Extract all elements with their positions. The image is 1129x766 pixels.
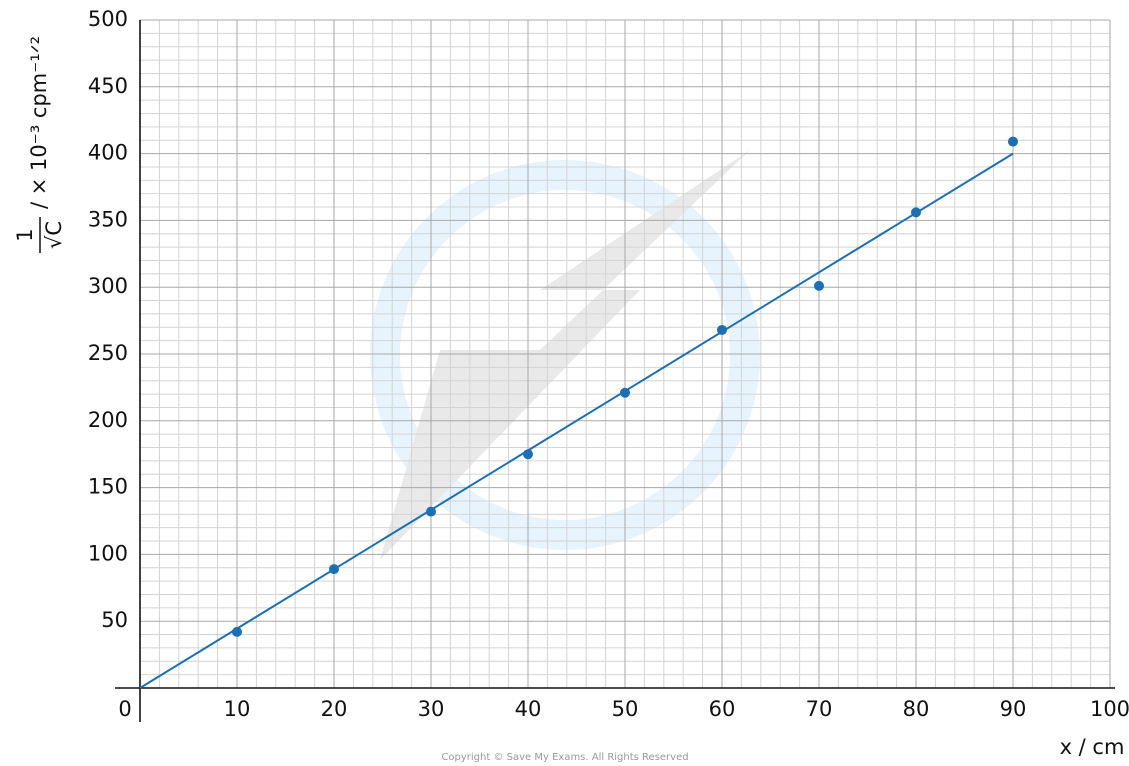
watermark [370,150,760,560]
y-label-numerator: 1 [13,228,37,241]
y-tick-label: 400 [88,141,128,165]
x-tick-label: 0 [118,697,131,721]
data-point [232,626,242,637]
data-point [911,207,921,218]
y-tick-label: 300 [88,274,128,298]
y-tick-label: 100 [88,541,128,565]
data-point [814,280,824,291]
y-tick-label: 250 [88,341,128,365]
x-tick-label: 80 [903,697,930,721]
x-tick-label: 70 [806,697,833,721]
x-tick-label: 50 [612,697,639,721]
x-tick-label: 100 [1090,697,1129,721]
y-label-denominator: √C [42,221,66,249]
data-point [620,387,630,398]
fit-line [139,152,1014,689]
data-point [717,324,727,335]
x-tick-label: 20 [321,697,348,721]
x-tick-label: 60 [709,697,736,721]
y-tick-label: 150 [88,475,128,499]
x-tick-label: 10 [224,697,251,721]
x-tick-label: 90 [1000,697,1027,721]
y-axis-label: 1 √C / × 10⁻³ cpm⁻¹ᐟ² [13,36,66,253]
data-point [1008,136,1018,147]
x-axis-label: x / cm [1060,735,1125,759]
x-tick-label: 40 [515,697,542,721]
copyright: Copyright © Save My Exams. All Rights Re… [441,752,688,763]
y-label-unit: / × 10⁻³ cpm⁻¹ᐟ² [27,36,51,209]
y-tick-label: 200 [88,408,128,432]
y-tick-label: 500 [88,7,128,31]
x-tick-label: 30 [418,697,445,721]
y-tick-label: 350 [88,207,128,231]
grid [139,19,1111,688]
data-point [523,449,533,460]
y-tick-label: 450 [88,74,128,98]
data-point [329,564,339,575]
data-point [426,506,436,517]
y-tick-label: 50 [101,608,128,632]
